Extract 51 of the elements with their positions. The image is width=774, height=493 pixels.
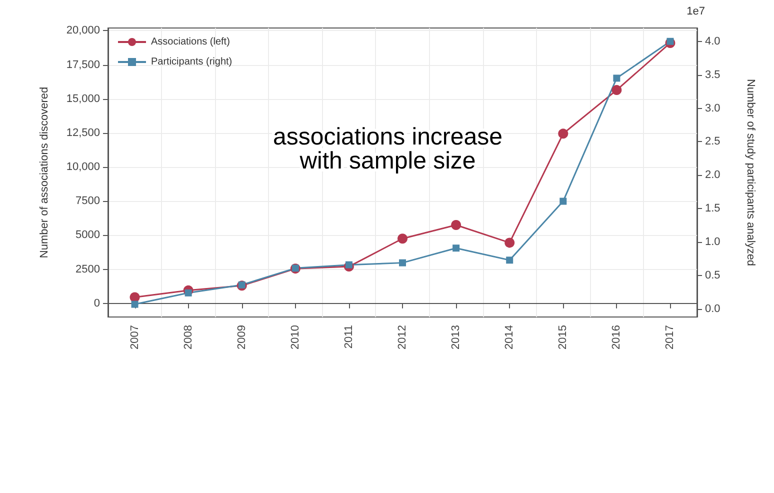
y-axis-title: Number of associations discovered [38, 86, 50, 258]
y-tick-label: 0 [94, 297, 100, 310]
y2-tick-label: 4.0 [705, 35, 720, 48]
point [506, 256, 514, 264]
point [452, 244, 460, 252]
y2-axis-title: Number of study participants analyzed [744, 78, 756, 266]
point [666, 38, 674, 45]
legend-label: Associations (left) [151, 36, 230, 48]
y2-tick-label: 0.0 [705, 302, 720, 315]
x-tick-label: 2008 [182, 325, 194, 350]
point [399, 259, 406, 266]
y2-tick-label: 1.5 [705, 202, 720, 215]
point [504, 238, 515, 248]
x-tick-label: 2017 [664, 325, 676, 350]
text: 1e7 [686, 6, 706, 18]
point [184, 289, 192, 296]
x-tick-label: 2015 [557, 325, 570, 350]
x-tick-label: 2009 [236, 325, 248, 350]
x-tick-label: 2012 [396, 325, 408, 350]
point [345, 261, 352, 268]
y2-tick-label: 3.5 [705, 68, 720, 81]
y-tick-label: 20,000 [66, 24, 100, 37]
y2-tick-label: 1.0 [705, 236, 720, 248]
x-tick-label: 2016 [610, 325, 623, 350]
y2-tick-label: 2.5 [705, 136, 720, 148]
x-tick-label: 2014 [504, 325, 516, 350]
point [558, 128, 568, 139]
y-tick-label: 5000 [76, 229, 100, 242]
y-tick-label: 17,500 [66, 58, 100, 71]
y2-tick-label: 0.5 [705, 270, 720, 282]
x-tick-label: 2013 [450, 325, 462, 350]
point [398, 234, 408, 244]
point [238, 281, 246, 288]
y2-tick-label: 3.0 [705, 102, 720, 114]
y-tick-label: 15,000 [66, 92, 100, 105]
point [451, 220, 462, 230]
point [560, 198, 567, 205]
x-tick-label: 2011 [342, 325, 355, 349]
point [612, 85, 622, 96]
y-tick-label: 2500 [76, 263, 100, 276]
y-tick-label: 10,000 [66, 161, 100, 174]
point [130, 292, 140, 302]
y-tick-label: 12,500 [66, 126, 100, 139]
legend-label: Participants (right) [151, 56, 232, 68]
y-tick-label: 7500 [76, 195, 100, 208]
x-tick-label: 2010 [289, 325, 302, 350]
point [613, 74, 620, 82]
x-tick-label: 2007 [128, 325, 141, 350]
annotation: associations increase with sample size [273, 124, 502, 174]
point [131, 300, 138, 308]
y2-tick-label: 2.0 [705, 169, 720, 182]
